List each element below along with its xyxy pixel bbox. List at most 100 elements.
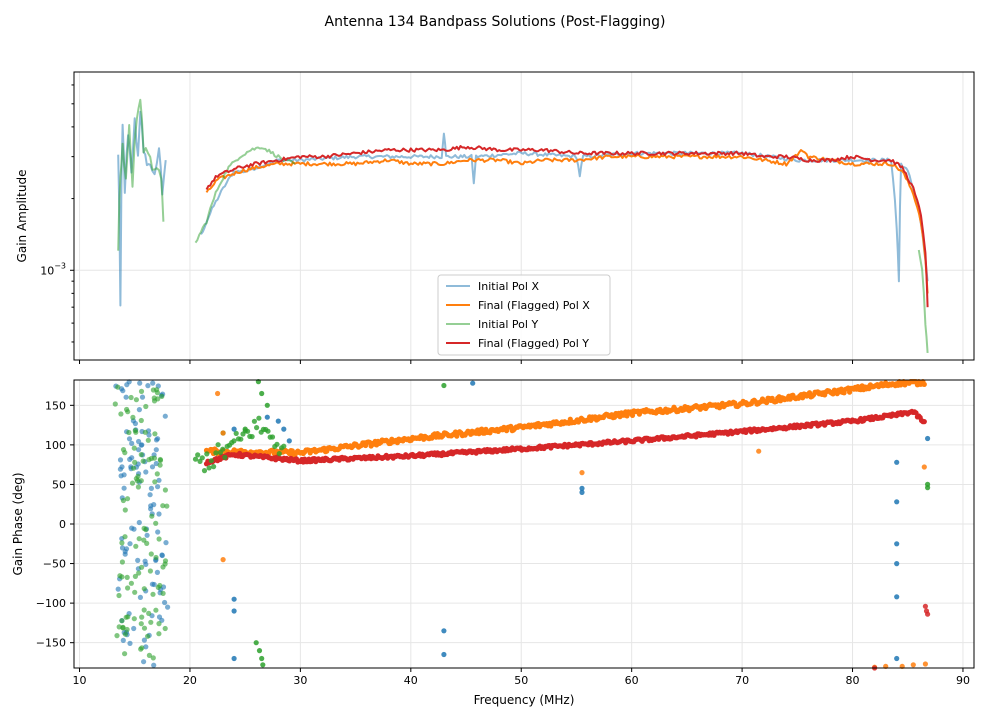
phase-point-1 xyxy=(119,618,125,624)
phase-point-1 xyxy=(149,513,155,519)
phase-point-1 xyxy=(132,459,138,465)
phase-outlier-point xyxy=(925,611,931,617)
phase-point-0 xyxy=(136,447,142,453)
phase-point-1 xyxy=(154,471,160,477)
phase-outlier-point xyxy=(264,414,270,420)
phase-outlier-point xyxy=(925,485,931,491)
phase-point-1 xyxy=(138,478,144,484)
phase-point-4 xyxy=(256,415,262,421)
y-tick-label: −50 xyxy=(43,558,66,571)
x-tick-label: 10 xyxy=(73,674,87,687)
phase-point-1 xyxy=(116,624,122,630)
phase-point-1 xyxy=(148,551,154,557)
x-tick-label: 90 xyxy=(956,674,970,687)
y-tick-label: −100 xyxy=(36,597,66,610)
phase-point-1 xyxy=(124,574,130,581)
phase-point-1 xyxy=(139,564,145,570)
phase-outlier-point xyxy=(441,651,447,658)
phase-point-0 xyxy=(126,436,133,442)
y-tick-label: −150 xyxy=(36,637,66,650)
chart-title: Antenna 134 Bandpass Solutions (Post-Fla… xyxy=(325,14,666,30)
phase-point-4 xyxy=(220,446,226,452)
phase-point-2 xyxy=(479,426,485,432)
amp-y-tick-label: 10−3 xyxy=(40,261,66,277)
phase-outlier-point xyxy=(894,499,900,505)
phase-point-0 xyxy=(150,380,156,386)
phase-point-0 xyxy=(144,532,150,538)
phase-outlier-point xyxy=(286,438,292,444)
phase-point-1 xyxy=(132,573,138,580)
phase-point-1 xyxy=(115,384,121,390)
y-tick-label: 0 xyxy=(59,518,66,531)
phase-point-4 xyxy=(269,434,276,440)
phase-point-0 xyxy=(132,420,138,427)
phase-outlier-point xyxy=(231,426,237,432)
legend-box xyxy=(437,274,611,356)
phase-point-2 xyxy=(289,448,295,454)
phase-outlier-point xyxy=(894,459,900,465)
phase-point-1 xyxy=(148,619,154,625)
phase-point-1 xyxy=(135,484,141,490)
phase-point-1 xyxy=(160,503,166,509)
phase-point-0 xyxy=(146,432,152,438)
legend-label: Initial Pol Y xyxy=(478,318,538,331)
phase-point-0 xyxy=(143,469,149,475)
phase-point-1 xyxy=(153,520,159,526)
phase-point-1 xyxy=(120,497,126,504)
phase-point-0 xyxy=(136,519,142,526)
phase-outlier-point xyxy=(894,541,900,547)
phase-point-0 xyxy=(129,440,135,446)
phase-point-1 xyxy=(140,458,146,464)
phase-point-1 xyxy=(141,607,147,613)
phase-point-0 xyxy=(141,659,147,665)
phase-point-0 xyxy=(121,472,127,478)
phase-point-0 xyxy=(155,529,161,535)
amp-series-2-segment-1 xyxy=(194,146,296,244)
phase-point-1 xyxy=(152,431,158,437)
phase-point-1 xyxy=(136,570,142,576)
phase-outlier-point xyxy=(921,464,927,470)
phase-point-1 xyxy=(122,534,128,540)
phase-outlier-point xyxy=(253,640,259,646)
phase-point-1 xyxy=(156,621,162,627)
phase-outlier-point xyxy=(922,603,929,609)
phase-point-1 xyxy=(153,554,159,561)
phase-outlier-point xyxy=(910,662,916,668)
phase-point-0 xyxy=(155,436,161,442)
phase-point-0 xyxy=(136,407,142,413)
phase-point-1 xyxy=(141,625,148,631)
phase-point-1 xyxy=(155,396,161,402)
phase-point-1 xyxy=(152,479,158,485)
x-axis-label: Frequency (MHz) xyxy=(474,693,575,707)
x-tick-label: 80 xyxy=(846,674,860,687)
phase-point-0 xyxy=(119,545,126,551)
phase-point-0 xyxy=(122,551,128,557)
phase-point-1 xyxy=(114,633,120,639)
x-tick-label: 40 xyxy=(404,674,418,687)
phase-point-1 xyxy=(130,414,136,420)
phase-point-1 xyxy=(145,633,151,639)
phase-point-0 xyxy=(162,599,168,606)
phase-point-0 xyxy=(138,442,144,448)
phase-point-0 xyxy=(154,569,160,576)
phase-point-0 xyxy=(143,561,149,568)
phase-point-1 xyxy=(126,429,132,436)
phase-point-4 xyxy=(276,451,282,457)
phase-point-1 xyxy=(156,631,162,637)
phase-point-1 xyxy=(133,543,139,549)
x-tick-label: 70 xyxy=(735,674,749,687)
phase-point-0 xyxy=(121,485,127,491)
phase-point-0 xyxy=(131,625,137,632)
phase-point-1 xyxy=(135,473,141,479)
phase-point-0 xyxy=(127,640,133,647)
phase-point-1 xyxy=(138,452,144,458)
phase-point-1 xyxy=(125,585,131,591)
phase-point-1 xyxy=(120,624,126,631)
phase-outlier-point xyxy=(579,485,585,491)
phase-point-0 xyxy=(120,637,126,644)
phase-point-1 xyxy=(159,393,165,399)
phase-point-1 xyxy=(132,427,138,434)
amp-series-3-segment-0 xyxy=(205,145,929,308)
phase-outlier-point xyxy=(259,655,265,662)
phase-point-0 xyxy=(115,586,121,592)
